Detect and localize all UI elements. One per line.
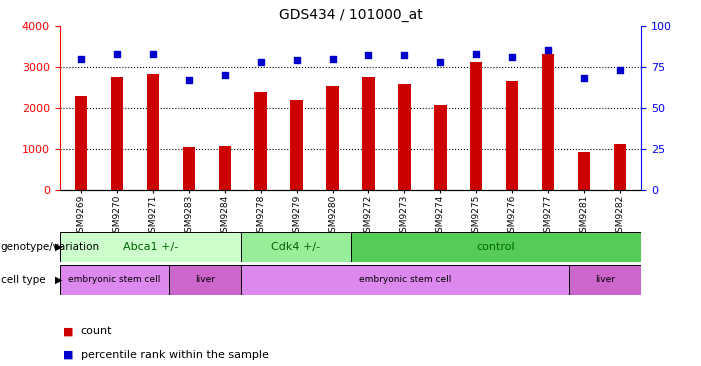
Bar — [219, 146, 231, 190]
Text: genotype/variation: genotype/variation — [1, 242, 100, 252]
Text: control: control — [477, 242, 515, 252]
Bar — [613, 144, 626, 190]
Point — [507, 54, 518, 60]
Point — [470, 51, 482, 57]
Point — [399, 52, 410, 58]
Point — [291, 57, 302, 63]
Bar — [60, 232, 241, 262]
Bar — [254, 92, 267, 190]
Text: ■: ■ — [63, 326, 74, 336]
Bar — [326, 86, 339, 190]
Bar — [398, 84, 411, 190]
Point — [111, 51, 123, 57]
Bar — [241, 265, 569, 295]
Text: liver: liver — [595, 275, 615, 284]
Text: embryonic stem cell: embryonic stem cell — [68, 275, 161, 284]
Bar — [182, 147, 195, 190]
Bar — [470, 62, 482, 190]
Point — [219, 72, 231, 78]
Point — [76, 56, 87, 61]
Text: liver: liver — [195, 275, 215, 284]
Point — [614, 67, 625, 73]
Text: embryonic stem cell: embryonic stem cell — [359, 275, 451, 284]
Text: percentile rank within the sample: percentile rank within the sample — [81, 350, 268, 360]
Bar — [241, 232, 350, 262]
Bar — [506, 81, 519, 190]
Bar — [290, 100, 303, 190]
Bar — [111, 77, 123, 190]
Bar — [578, 152, 590, 190]
Point — [183, 77, 194, 83]
Bar — [60, 265, 169, 295]
Text: cell type: cell type — [1, 274, 46, 285]
Bar — [147, 74, 159, 190]
Bar — [75, 96, 88, 190]
Text: count: count — [81, 326, 112, 336]
Point — [435, 59, 446, 65]
Title: GDS434 / 101000_at: GDS434 / 101000_at — [278, 8, 423, 22]
Bar — [542, 55, 554, 190]
Text: ▶: ▶ — [55, 274, 62, 285]
Text: Abca1 +/-: Abca1 +/- — [123, 242, 178, 252]
Point — [543, 47, 554, 53]
Bar — [434, 105, 447, 190]
Point — [147, 51, 158, 57]
Point — [327, 56, 338, 61]
Bar — [169, 265, 241, 295]
Bar — [350, 232, 641, 262]
Bar — [362, 77, 375, 190]
Point — [363, 52, 374, 58]
Text: ▶: ▶ — [55, 242, 62, 252]
Text: Cdk4 +/-: Cdk4 +/- — [271, 242, 320, 252]
Point — [255, 59, 266, 65]
Point — [578, 75, 590, 81]
Text: ■: ■ — [63, 350, 74, 360]
Bar — [569, 265, 641, 295]
